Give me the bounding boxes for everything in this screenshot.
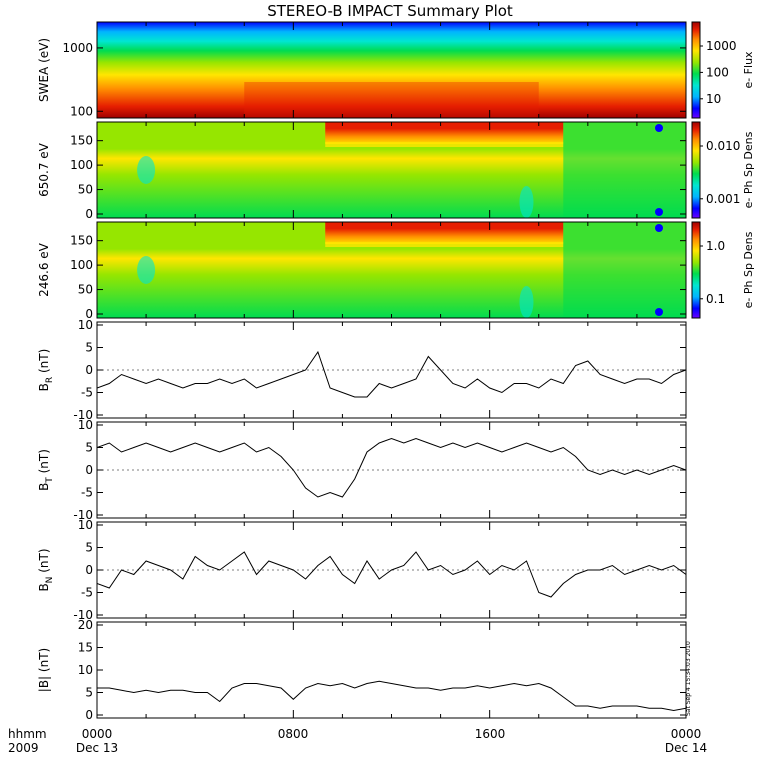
x-tick-label: 0000: [82, 727, 113, 741]
y-tick-label: 150: [70, 234, 93, 248]
y-tick-label: 100: [70, 258, 93, 272]
y-axis-label: SWEA (eV): [37, 38, 51, 102]
colorbar: [691, 221, 701, 319]
y-tick-label: 5: [85, 341, 93, 355]
generation-timestamp: Sat Sep 4 15:34:03 2010: [685, 641, 692, 716]
colorbar-label: e- Ph Sp Dens: [742, 231, 755, 308]
y-tick-label: 5: [85, 541, 93, 555]
x-date-label: Dec 13: [76, 741, 118, 755]
colorbar-tick-label: 10: [706, 92, 721, 106]
panel: 20 15 10 5 0 |B| (nT): [37, 618, 687, 722]
x-tick-label: 0000: [671, 727, 702, 741]
data-gap-spot: [655, 124, 664, 132]
colorbar-tick-label: 1000: [706, 39, 737, 53]
y-axis-label: BR (nT): [37, 349, 55, 392]
y-tick-label: 20: [78, 618, 93, 632]
low-density-patch: [519, 186, 534, 218]
y-tick-label: 100: [70, 104, 93, 118]
y-tick-label: 10: [78, 663, 93, 677]
strahl-edge: [325, 142, 564, 147]
chart-title: STEREO-B IMPACT Summary Plot: [267, 2, 513, 20]
panel: 10 5 0 -5 -10 BR (nT): [37, 318, 687, 422]
y-tick-label: -5: [81, 586, 93, 600]
y-axis-label: BN (nT): [37, 548, 55, 591]
y-tick-label: -10: [73, 608, 93, 622]
series-line: [97, 437, 686, 498]
y-tick-label: 10: [78, 318, 93, 332]
series-line: [97, 551, 686, 598]
y-tick-label: 0: [85, 307, 93, 321]
colorbar-tick-label: 0.010: [706, 139, 740, 153]
low-density-patch: [519, 286, 534, 318]
y-axis-label: 246.6 eV: [37, 242, 51, 297]
data-gap-spot: [655, 208, 664, 216]
x-tick-label: 1600: [475, 727, 506, 741]
colorbar-tick-label: 100: [706, 65, 729, 79]
panel: 10 5 0 -5 -10 BN (nT): [37, 518, 687, 622]
low-density-patch: [137, 156, 156, 184]
spectrogram-quiet: [563, 122, 686, 218]
strahl-edge: [325, 242, 564, 247]
y-tick-label: -10: [73, 508, 93, 522]
y-tick-label: 50: [78, 283, 93, 297]
y-tick-label: 0: [85, 708, 93, 722]
colorbar-label: e- Flux: [742, 51, 755, 89]
colorbar: [691, 21, 701, 119]
spectrogram: [97, 222, 686, 318]
spectrogram-enhancement: [244, 82, 539, 118]
colorbar-tick-label: 0.001: [706, 192, 740, 206]
x-tick-label: 0800: [278, 727, 309, 741]
low-density-patch: [137, 256, 156, 284]
spectrogram: [97, 22, 686, 118]
y-tick-label: 10: [78, 518, 93, 532]
panel: 10 5 0 -5 -10 BT (nT): [37, 418, 687, 522]
data-gap-spot: [655, 224, 664, 232]
y-axis-label: BT (nT): [37, 449, 55, 491]
x-date-label: Dec 14: [665, 741, 707, 755]
y-tick-label: 0: [85, 463, 93, 477]
y-axis-label: |B| (nT): [37, 648, 51, 692]
spectrogram-quiet: [563, 222, 686, 318]
panel: 1000 100 1000 100 10 e- Flux SWEA (eV): [37, 21, 755, 119]
x-axis-labels: hhmm 2009 0000 0800 1600 0000 Dec 13 Dec…: [8, 727, 707, 755]
y-axis-label: 650.7 eV: [37, 142, 51, 197]
y-tick-label: 150: [70, 134, 93, 148]
x-axis-row-label-1: hhmm: [8, 727, 47, 741]
colorbar-label: e- Ph Sp Dens: [742, 131, 755, 208]
series-line: [97, 350, 686, 398]
series-line: [97, 680, 686, 712]
y-tick-label: 100: [70, 158, 93, 172]
y-tick-label: 0: [85, 363, 93, 377]
spectrogram: [97, 122, 686, 218]
y-tick-label: 0: [85, 207, 93, 221]
panel-frame: [96, 621, 687, 719]
y-tick-label: 50: [78, 183, 93, 197]
y-tick-label: 5: [85, 686, 93, 700]
y-tick-label: 10: [78, 418, 93, 432]
colorbar-tick-label: 0.1: [706, 292, 725, 306]
y-tick-label: 15: [78, 641, 93, 655]
strahl-band: [325, 122, 564, 144]
spectrogram-field: [97, 22, 686, 118]
strahl-band: [325, 222, 564, 244]
y-tick-label: -5: [81, 386, 93, 400]
panel: 150 100 50 0 1.0 0.1 e- Ph Sp Dens 246.6 eV: [37, 221, 755, 321]
y-tick-label: 0: [85, 563, 93, 577]
y-tick-label: -10: [73, 408, 93, 422]
panel: 150 100 50 0 0.010 0.001 e- Ph Sp Dens 650.7 eV: [37, 121, 755, 221]
y-tick-label: 1000: [62, 41, 93, 55]
y-tick-label: 5: [85, 441, 93, 455]
colorbar: [691, 121, 701, 219]
x-axis-row-label-2: 2009: [8, 741, 39, 755]
data-gap-spot: [655, 308, 664, 316]
y-tick-label: -5: [81, 486, 93, 500]
colorbar-tick-label: 1.0: [706, 239, 725, 253]
